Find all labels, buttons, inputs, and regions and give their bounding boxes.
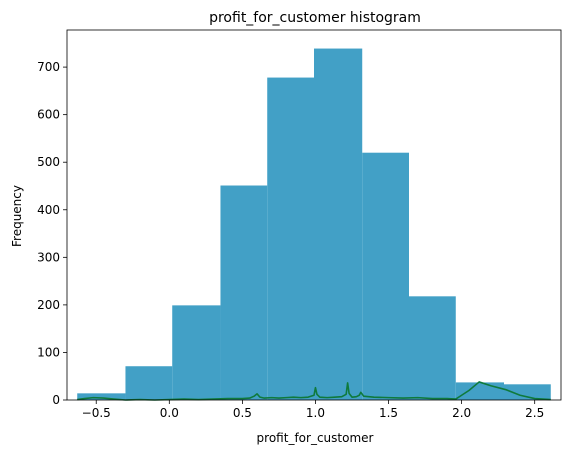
density-line — [77, 381, 551, 401]
histogram-bar-4 — [267, 77, 314, 400]
x-tick-label: 2.0 — [452, 406, 471, 420]
y-tick-label: 200 — [37, 298, 60, 312]
x-tick-label: 1.5 — [379, 406, 398, 420]
line-layer — [77, 381, 551, 401]
y-tick-label: 0 — [52, 393, 60, 407]
y-tick-label: 500 — [37, 155, 60, 169]
y-tick-label: 100 — [37, 345, 60, 359]
x-axis-title: profit_for_customer — [257, 431, 374, 445]
x-tick-label: 2.5 — [525, 406, 544, 420]
y-tick-label: 300 — [37, 250, 60, 264]
plot-frame — [66, 29, 562, 401]
histogram-bar-8 — [455, 382, 504, 400]
x-tick-label: 0.5 — [233, 406, 252, 420]
x-tick-label: −0.5 — [82, 406, 111, 420]
histogram-bar-7 — [409, 296, 456, 400]
y-tick-label: 400 — [37, 203, 60, 217]
x-tick-label: 0.0 — [160, 406, 179, 420]
y-axis-title: Frequency — [10, 185, 24, 247]
bars-layer — [77, 48, 551, 401]
histogram-bar-6 — [362, 152, 409, 400]
axes-layer: −0.5 0.0 0.5 1.0 1.5 2.0 2.5 0 100 200 300 400 500 60… — [37, 29, 562, 420]
histogram-bar-0 — [77, 393, 126, 400]
x-tick-label: 1.0 — [306, 406, 325, 420]
histogram-bar-5 — [314, 48, 363, 401]
histogram-bar-9 — [504, 384, 551, 400]
histogram-bar-2 — [172, 305, 221, 400]
y-tick-label: 700 — [37, 60, 60, 74]
histogram-bar-1 — [125, 366, 173, 400]
histogram-bar-3 — [220, 185, 268, 400]
chart-title: profit_for_customer histogram — [209, 10, 421, 26]
y-tick-label: 600 — [37, 108, 60, 122]
